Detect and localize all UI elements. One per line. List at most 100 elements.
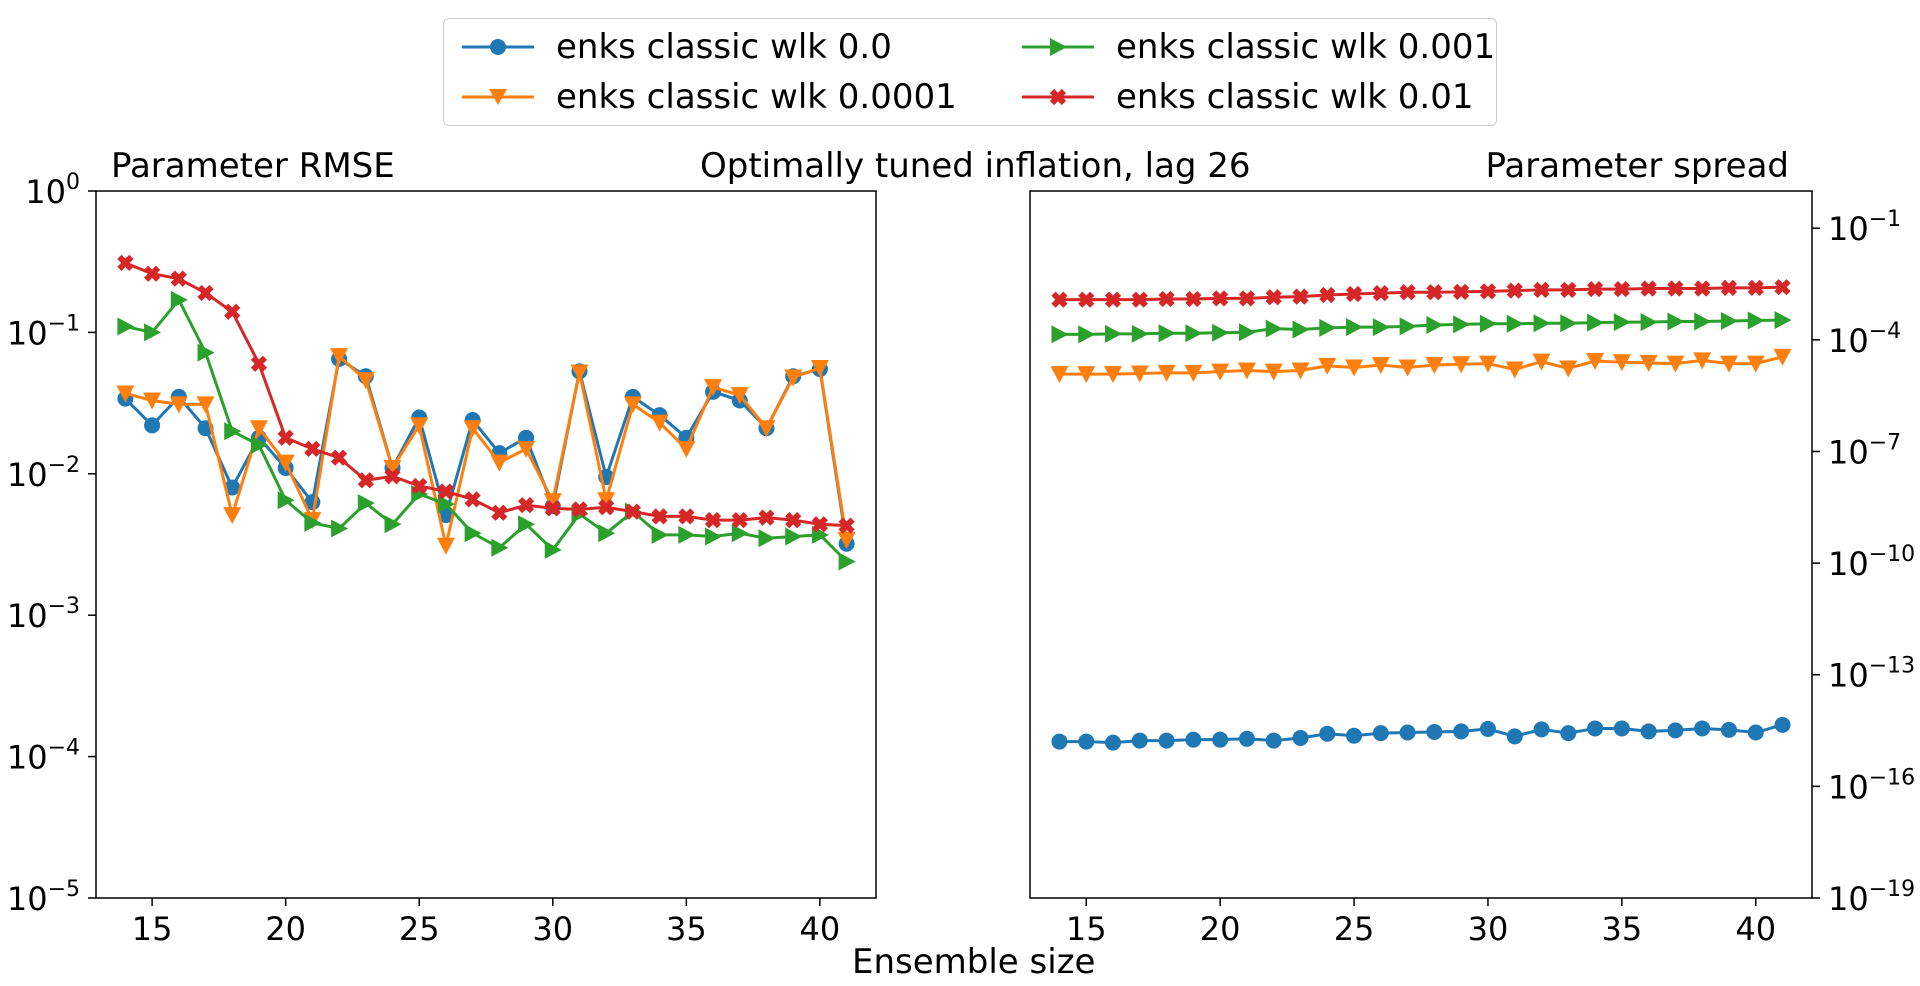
- center-title: Optimally tuned inflation, lag 26: [700, 146, 1251, 186]
- data-point: [169, 396, 188, 414]
- data-point: [1587, 720, 1604, 737]
- data-point: [1560, 281, 1577, 299]
- data-point: [1157, 364, 1176, 382]
- data-point: [1131, 732, 1148, 749]
- data-point: [1747, 724, 1764, 741]
- data-point: [143, 265, 161, 282]
- legend: enks classic wlk 0.0 enks classic wlk 0.…: [443, 18, 1497, 126]
- data-point: [1131, 291, 1148, 308]
- data-point: [383, 459, 402, 477]
- data-point: [1292, 288, 1309, 305]
- data-point: [490, 454, 509, 472]
- data-point: [224, 422, 242, 441]
- data-point: [1158, 290, 1175, 308]
- x-tick-label: 20: [1200, 910, 1241, 948]
- data-point: [1774, 311, 1792, 330]
- data-point: [1453, 283, 1470, 300]
- data-point: [1639, 354, 1658, 372]
- data-point: [437, 495, 455, 514]
- y-tick-label: 10−13: [1828, 654, 1915, 695]
- data-point: [1533, 314, 1551, 333]
- data-point: [1452, 356, 1471, 374]
- data-point: [1426, 316, 1444, 335]
- data-point: [170, 270, 187, 287]
- data-point: [705, 527, 723, 546]
- data-point: [1747, 279, 1764, 296]
- data-point: [598, 499, 615, 516]
- data-point: [224, 479, 241, 496]
- data-point: [1372, 725, 1389, 742]
- data-point: [598, 524, 616, 543]
- spread-panel-title: Parameter spread: [1485, 146, 1789, 186]
- data-point: [624, 503, 642, 520]
- x-tick-label: 15: [132, 910, 173, 948]
- data-point: [1185, 731, 1202, 748]
- data-point: [1747, 311, 1765, 330]
- data-point: [810, 360, 829, 378]
- data-point: [704, 379, 723, 397]
- data-point: [249, 420, 268, 438]
- data-point: [1319, 318, 1337, 337]
- data-point: [811, 516, 829, 533]
- data-point: [116, 385, 135, 403]
- x-tick-label: 35: [1601, 910, 1642, 948]
- data-point: [1426, 723, 1443, 740]
- data-point: [1640, 280, 1657, 297]
- data-point: [1264, 363, 1283, 381]
- y-tick-label: 10−3: [7, 594, 80, 635]
- data-point: [1505, 361, 1524, 379]
- y-tick-label: 10−2: [7, 453, 80, 494]
- data-point: [1319, 286, 1336, 304]
- data-point: [1212, 731, 1229, 748]
- data-point: [1050, 366, 1069, 384]
- data-point: [1720, 312, 1738, 331]
- data-point: [1105, 734, 1122, 751]
- data-point: [1720, 721, 1737, 738]
- data-point: [1078, 733, 1095, 750]
- data-point: [623, 396, 642, 414]
- series-line: [1059, 318, 1783, 336]
- data-point: [758, 509, 775, 526]
- data-point: [1104, 291, 1122, 308]
- data-point: [1746, 355, 1765, 373]
- data-point: [1238, 730, 1255, 747]
- data-point: [651, 508, 668, 525]
- x-tick-label: 25: [1334, 910, 1375, 948]
- data-point: [330, 348, 349, 366]
- data-point: [757, 420, 776, 438]
- data-point: [784, 369, 803, 387]
- series-line: [124, 261, 847, 528]
- legend-item-wlk-0.01: enks classic wlk 0.01: [1018, 77, 1473, 117]
- y-tick-label: 10−4: [1828, 319, 1901, 360]
- data-point: [1506, 314, 1524, 333]
- data-point: [276, 454, 295, 472]
- data-point: [517, 440, 536, 458]
- data-point: [1479, 314, 1497, 333]
- data-point: [597, 492, 616, 510]
- legend-label: enks classic wlk 0.0: [556, 27, 892, 67]
- data-point: [1105, 324, 1123, 343]
- data-point: [1051, 325, 1069, 344]
- data-point: [1077, 366, 1096, 384]
- data-point: [117, 317, 135, 336]
- data-point: [491, 504, 508, 521]
- data-point: [1533, 721, 1550, 738]
- data-point: [571, 501, 588, 518]
- legend-label: enks classic wlk 0.01: [1116, 77, 1474, 117]
- data-point: [1345, 359, 1364, 377]
- data-point: [1453, 723, 1470, 740]
- data-point: [436, 537, 455, 555]
- data-point: [1318, 357, 1337, 375]
- data-point: [1184, 364, 1203, 382]
- data-point: [1773, 348, 1792, 366]
- data-point: [1506, 728, 1523, 745]
- data-point: [1158, 324, 1176, 343]
- data-point: [731, 524, 749, 543]
- data-point: [250, 435, 268, 454]
- y-tick-label: 10−4: [7, 736, 80, 777]
- y-tick-label: 10−1: [7, 311, 80, 352]
- data-point: [1667, 312, 1685, 331]
- data-point: [518, 515, 536, 534]
- data-point: [1265, 289, 1282, 306]
- data-point: [1586, 353, 1605, 371]
